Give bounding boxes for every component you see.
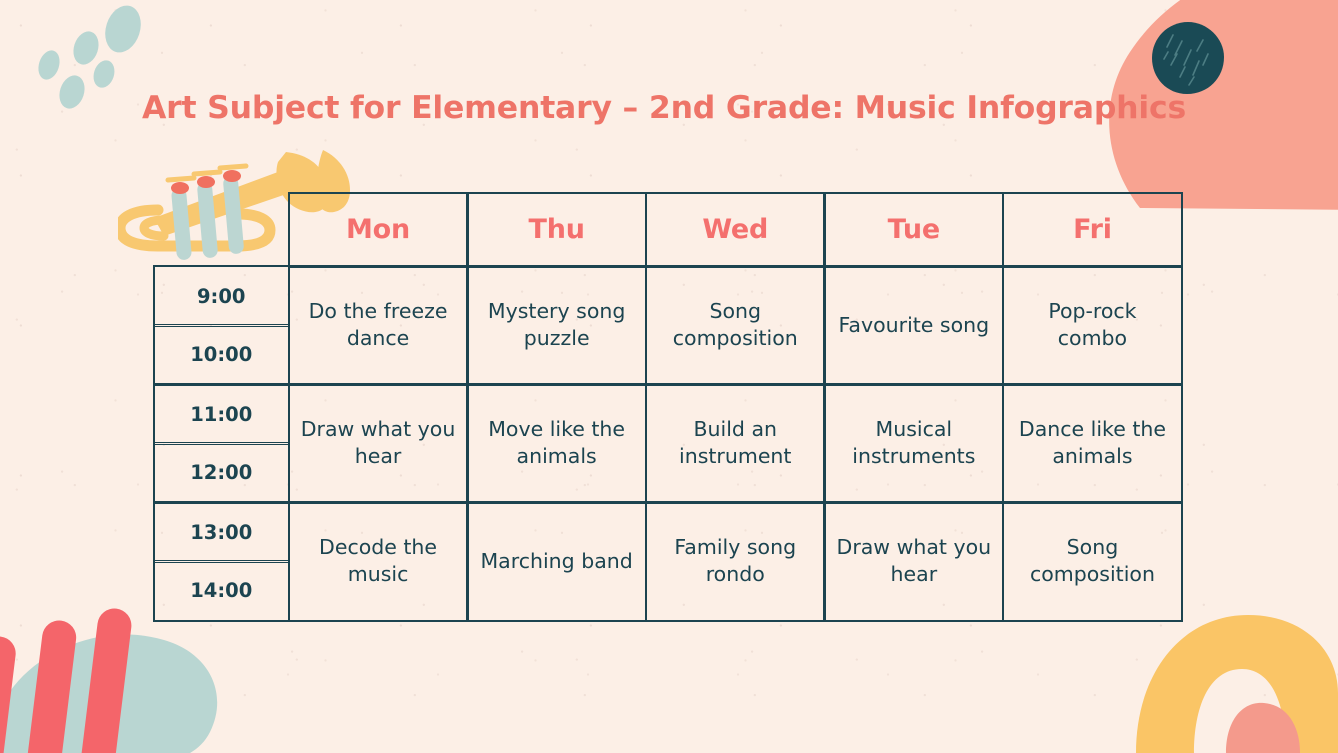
day-header-wed: Wed [644, 192, 826, 268]
subject-cell-thu-3: Marching band [466, 501, 648, 622]
day-header-fri: Fri [1001, 192, 1183, 268]
subject-cell-fri-2: Dance like the animals [1001, 383, 1183, 504]
timetable-corner-cell [155, 192, 290, 265]
time-cell-12-00: 12:00 [152, 442, 290, 504]
subject-cell-tue-3: Draw what you hear [823, 501, 1005, 622]
time-cell-9-00: 9:00 [152, 265, 290, 327]
subject-cell-thu-1: Mystery song puzzle [466, 265, 648, 386]
subject-cell-wed-3: Family song rondo [644, 501, 826, 622]
time-cell-10-00: 10:00 [152, 324, 290, 386]
page-title: Art Subject for Elementary – 2nd Grade: … [142, 90, 1187, 126]
timetable-grid: Mon Thu Wed Tue Fri 9:00 Do the freeze d… [152, 192, 1183, 622]
subject-cell-mon-1: Do the freeze dance [287, 265, 469, 386]
subject-cell-wed-1: Song composition [644, 265, 826, 386]
day-header-tue: Tue [823, 192, 1005, 268]
subject-cell-tue-2: Musical instruments [823, 383, 1005, 504]
teal-blob-icon [0, 600, 300, 753]
time-cell-13-00: 13:00 [152, 501, 290, 563]
subject-cell-mon-3: Decode the music [287, 501, 469, 622]
coral-bars-icon [0, 608, 214, 753]
subject-cell-tue-1: Favourite song [823, 265, 1005, 386]
time-cell-14-00: 14:00 [152, 560, 290, 622]
subject-cell-thu-2: Move like the animals [466, 383, 648, 504]
day-header-mon: Mon [287, 192, 469, 268]
timetable: Mon Thu Wed Tue Fri 9:00 Do the freeze d… [152, 192, 1183, 622]
subject-cell-mon-2: Draw what you hear [287, 383, 469, 504]
day-header-thu: Thu [466, 192, 648, 268]
subject-cell-wed-2: Build an instrument [644, 383, 826, 504]
subject-cell-fri-3: Song composition [1001, 501, 1183, 622]
dark-teal-circle-icon [1151, 21, 1225, 95]
subject-cell-fri-1: Pop-rock combo [1001, 265, 1183, 386]
time-cell-11-00: 11:00 [152, 383, 290, 445]
